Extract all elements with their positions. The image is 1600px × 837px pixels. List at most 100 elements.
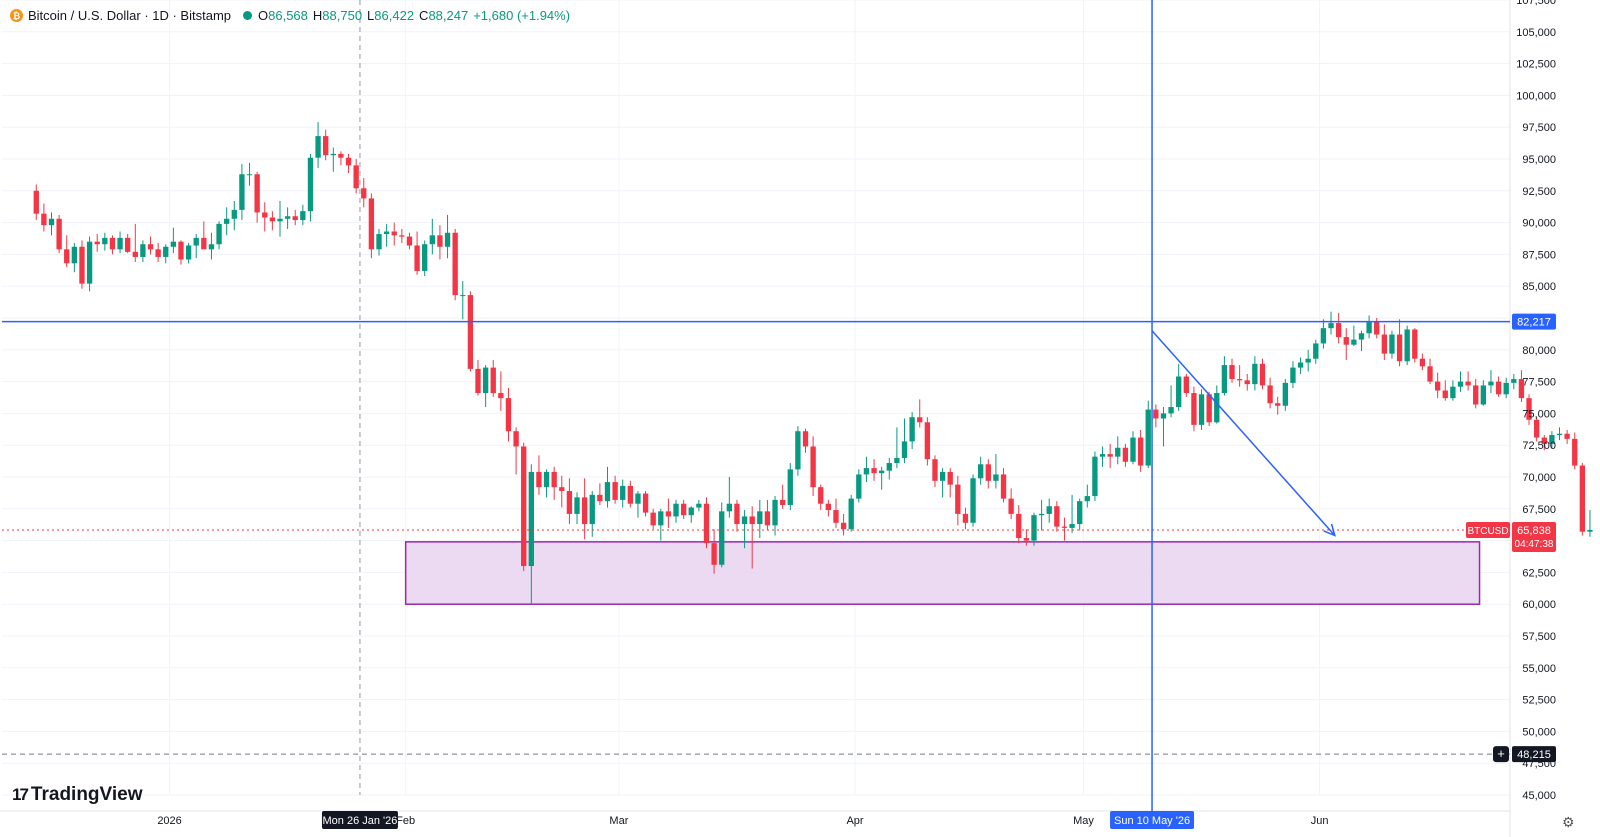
candle-body	[1031, 515, 1037, 541]
candle-body	[1541, 437, 1547, 444]
candle-body	[787, 469, 793, 505]
candle-body	[1259, 363, 1266, 386]
candle-body	[64, 249, 70, 264]
candle-body	[1556, 433, 1563, 436]
candle-body	[1046, 506, 1052, 514]
candle-body	[856, 474, 862, 499]
candle-body	[932, 459, 938, 481]
candle-body	[825, 503, 832, 511]
candle-body	[1419, 358, 1426, 367]
brand-name: TradingView	[30, 784, 143, 805]
candle-body	[1396, 334, 1403, 362]
candle-body	[1137, 437, 1144, 466]
candle-body	[1526, 398, 1532, 420]
candle-body	[1297, 362, 1304, 368]
candle-body	[939, 471, 946, 481]
candle-body	[1335, 323, 1342, 338]
candle-body	[635, 493, 641, 504]
candle-body	[993, 474, 999, 481]
candle-body	[1389, 334, 1395, 354]
candle-body	[1145, 409, 1151, 466]
candle-body	[1183, 376, 1189, 394]
candle-body	[894, 457, 900, 464]
candle-body	[246, 174, 253, 176]
ohlc-open-key: O	[258, 8, 269, 23]
candle-body	[917, 417, 923, 423]
candle-body	[1191, 393, 1197, 425]
tradingview-logo-icon: 17	[12, 785, 29, 804]
candle-body	[33, 190, 39, 214]
candle-body	[521, 446, 527, 567]
candle-body	[178, 241, 184, 260]
x-tick-label: Feb	[396, 815, 415, 827]
candle-body	[543, 471, 550, 488]
ohlc-low-key: L	[367, 8, 375, 23]
x-tick-label: Mar	[609, 815, 628, 827]
candle-body	[163, 246, 169, 257]
last-price-label: 65,838	[1517, 525, 1551, 537]
candle-body	[208, 244, 215, 250]
candle-body	[696, 503, 702, 508]
candle-body	[1480, 385, 1487, 405]
candle-body	[444, 232, 451, 247]
last-price-tag	[1512, 521, 1556, 552]
candle-body	[1412, 329, 1418, 359]
symbol-title[interactable]: Bitcoin / U.S. Dollar · 1D · Bitstamp	[28, 8, 231, 23]
candle-body	[1404, 329, 1410, 362]
ohlc-open-value: 86,568	[268, 8, 308, 23]
y-tick-label: 80,000	[1522, 345, 1556, 357]
candle-body	[886, 463, 892, 471]
candle-body	[376, 234, 382, 250]
candle-body	[1160, 413, 1167, 419]
candle-body	[665, 511, 672, 517]
candle-body	[1374, 321, 1380, 335]
candle-body	[437, 235, 443, 247]
candle-body	[1511, 379, 1517, 383]
ohlc-low-value: 86,422	[374, 8, 415, 23]
candle-body	[140, 244, 146, 257]
ohlc-high-value: 88,750	[322, 8, 363, 23]
ohlc-change: +1,680 (+1.94%)	[473, 8, 571, 23]
candle-body	[490, 367, 496, 394]
y-tick-label: 107,500	[1516, 0, 1556, 7]
candle-body	[779, 499, 786, 505]
candle-body	[345, 157, 352, 166]
candle-body	[1434, 381, 1441, 391]
candle-body	[833, 510, 839, 523]
candle-body	[1442, 390, 1448, 399]
y-tick-label: 55,000	[1522, 663, 1556, 675]
tradingview-logo[interactable]: 17 TradingView	[12, 784, 143, 806]
candle-body	[757, 511, 763, 525]
candle-body	[1214, 393, 1220, 423]
candle-body	[292, 216, 298, 221]
candle-body	[300, 211, 306, 221]
candle-body	[1473, 385, 1479, 405]
gear-icon[interactable]: ⚙	[1562, 814, 1575, 830]
candle-body	[1587, 529, 1593, 532]
y-tick-label: 45,000	[1522, 790, 1556, 802]
candle-body	[559, 487, 565, 491]
candle-body	[216, 223, 222, 245]
y-tick-label: 92,500	[1522, 186, 1556, 198]
candle-body	[810, 446, 816, 488]
alert-price-tag	[1512, 746, 1556, 763]
candle-body	[391, 231, 397, 236]
candle-body	[688, 507, 694, 516]
candle-body	[383, 231, 390, 235]
trend-arrow	[1151, 330, 1336, 537]
x-tick-label: 2026	[157, 815, 181, 827]
y-tick-label: 85,000	[1522, 281, 1556, 293]
candle-body	[277, 218, 283, 222]
candle-body	[1305, 358, 1311, 363]
candle-body	[1290, 367, 1296, 383]
candle-body	[1252, 363, 1258, 385]
candle-body	[1206, 394, 1212, 423]
candle-body	[399, 235, 405, 237]
candle-body	[1572, 438, 1578, 466]
candle-body	[1061, 526, 1068, 528]
candle-body	[1198, 394, 1205, 425]
candle-body	[879, 470, 885, 474]
x-tick-label: May	[1073, 815, 1094, 827]
candle-body	[307, 157, 314, 212]
